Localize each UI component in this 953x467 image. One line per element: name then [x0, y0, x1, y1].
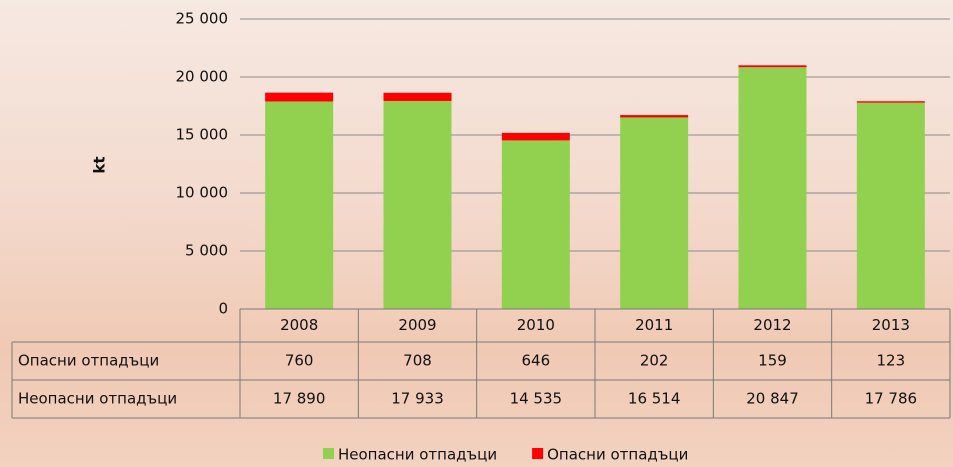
bar-segment	[502, 140, 570, 309]
table-value: 708	[403, 352, 432, 370]
x-tick-label: 2010	[517, 316, 555, 334]
bar-segment	[265, 101, 333, 309]
table-value: 20 847	[746, 390, 799, 408]
legend-label: Опасни отпадъци	[547, 446, 688, 464]
table-value: 159	[758, 352, 787, 370]
table-value: 17 890	[273, 390, 326, 408]
table-value: 646	[522, 352, 551, 370]
bar-segment	[620, 117, 688, 309]
table-value: 17 786	[865, 390, 918, 408]
table-value: 14 535	[510, 390, 563, 408]
y-tick-label: 10 000	[176, 184, 229, 202]
x-tick-label: 2013	[872, 316, 910, 334]
y-tick-label: 5 000	[185, 242, 228, 260]
y-tick-label: 20 000	[176, 68, 229, 86]
table-value: 202	[640, 352, 669, 370]
y-tick-label: 25 000	[176, 10, 229, 28]
table-value: 17 933	[391, 390, 444, 408]
table-value: 760	[285, 352, 314, 370]
legend-swatch	[323, 448, 334, 459]
x-tick-label: 2012	[753, 316, 791, 334]
legend-label: Неопасни отпадъци	[338, 446, 497, 464]
x-tick-label: 2011	[635, 316, 673, 334]
table-row-label: Неопасни отпадъци	[18, 390, 177, 408]
bar-segment	[857, 103, 925, 309]
bar-segment	[739, 67, 807, 309]
x-tick-label: 2009	[398, 316, 436, 334]
legend-swatch	[532, 448, 543, 459]
y-axis-title: kt	[91, 156, 109, 173]
y-tick-label: 15 000	[176, 126, 229, 144]
x-tick-label: 2008	[280, 316, 318, 334]
bar-segment	[857, 101, 925, 102]
table-value: 16 514	[628, 390, 681, 408]
chart: kt 0 5 000 10 000 15 000 20 000 25 000 2008 760…	[0, 0, 953, 467]
bar-segment	[739, 65, 807, 67]
table-value: 123	[877, 352, 906, 370]
bar-segment	[620, 115, 688, 117]
bar-segment	[502, 133, 570, 140]
bar-segment	[265, 93, 333, 102]
y-tick-label: 0	[218, 300, 228, 318]
bar-segment	[384, 93, 452, 101]
table-row-label: Опасни отпадъци	[18, 352, 159, 370]
bar-segment	[384, 101, 452, 309]
